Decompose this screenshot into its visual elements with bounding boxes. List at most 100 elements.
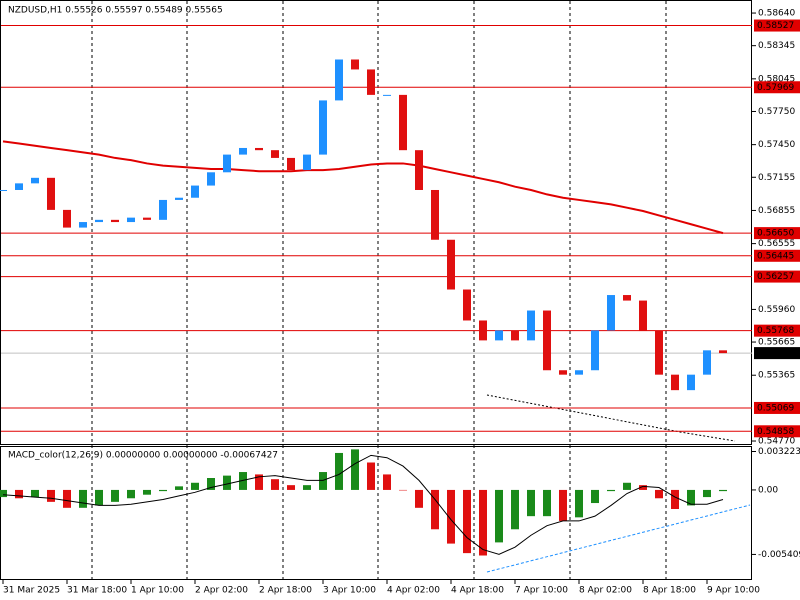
moving-average bbox=[2, 140, 724, 235]
candle bbox=[719, 350, 727, 354]
macd-bar bbox=[191, 482, 199, 490]
candle bbox=[399, 94, 407, 151]
x-tick-label: 2 Apr 02:00 bbox=[195, 586, 248, 596]
candle bbox=[575, 370, 583, 375]
macd-bar bbox=[495, 489, 503, 543]
x-tick-label: 31 Mar 2025 bbox=[3, 586, 60, 596]
macd-bar bbox=[63, 489, 71, 508]
candle bbox=[175, 197, 183, 200]
level-label-box bbox=[754, 19, 800, 32]
symbol-header: NZDUSD,H1 0.55526 0.55597 0.55489 0.5556… bbox=[8, 6, 223, 16]
y-tick-label: 0.58045 bbox=[758, 74, 795, 84]
macd-bar bbox=[447, 489, 455, 544]
trend-line bbox=[486, 394, 736, 442]
macd-bar bbox=[95, 489, 103, 506]
candle bbox=[79, 222, 87, 228]
x-tick-label: 1 Apr 10:00 bbox=[131, 586, 184, 596]
macd-header: MACD_color(12,26,9) 0.00000000 0.0000000… bbox=[8, 451, 278, 461]
candle bbox=[511, 330, 519, 341]
vertical-grid bbox=[91, 1, 667, 579]
candle bbox=[671, 374, 679, 391]
candle bbox=[303, 154, 311, 171]
macd-bar bbox=[527, 489, 535, 517]
candle bbox=[367, 69, 375, 95]
macd-bar bbox=[271, 479, 279, 490]
macd-bar bbox=[223, 475, 231, 490]
macd-bar bbox=[559, 489, 567, 521]
macd-bar bbox=[143, 489, 151, 495]
candle bbox=[271, 150, 279, 158]
macd-bar bbox=[255, 474, 263, 490]
macd-bar bbox=[31, 489, 39, 498]
x-tick-label: 8 Apr 18:00 bbox=[643, 586, 696, 596]
current-price-label: 0.55565 bbox=[757, 349, 794, 359]
candle bbox=[31, 177, 39, 184]
macd-bar bbox=[399, 489, 407, 491]
candle bbox=[479, 320, 487, 341]
candle bbox=[111, 219, 119, 223]
macd-bar bbox=[79, 489, 87, 508]
macd-bar bbox=[303, 485, 311, 490]
x-tick-label: 31 Mar 18:00 bbox=[67, 586, 127, 596]
level-label-box bbox=[754, 249, 800, 262]
macd-bar bbox=[319, 472, 327, 490]
macd-bar bbox=[367, 462, 375, 490]
macd-bar bbox=[15, 489, 23, 499]
candle bbox=[431, 189, 439, 240]
macd-bar bbox=[431, 489, 439, 530]
macd-bar bbox=[127, 489, 135, 499]
level-label: 0.55768 bbox=[757, 326, 794, 336]
y-tick-label: 0.57750 bbox=[758, 107, 795, 117]
x-tick-label: 4 Apr 18:00 bbox=[451, 586, 504, 596]
macd-bar bbox=[479, 489, 487, 556]
macd-bar bbox=[591, 489, 599, 504]
level-label: 0.55069 bbox=[757, 403, 794, 413]
macd-bar bbox=[511, 489, 519, 530]
macd-bar bbox=[671, 489, 679, 510]
level-label: 0.58527 bbox=[757, 21, 794, 31]
candle bbox=[607, 295, 615, 331]
candle bbox=[655, 330, 663, 375]
candle bbox=[47, 177, 55, 210]
candle bbox=[383, 94, 391, 96]
candle bbox=[63, 209, 71, 228]
macd-trend-line bbox=[486, 504, 751, 573]
macd-bar bbox=[719, 489, 727, 492]
level-label-box bbox=[754, 270, 800, 283]
macd-bar bbox=[0, 489, 7, 498]
candle bbox=[463, 289, 471, 321]
candle bbox=[223, 154, 231, 173]
level-label-box bbox=[754, 227, 800, 240]
main-panel bbox=[0, 0, 752, 445]
x-tick-label: 2 Apr 18:00 bbox=[259, 586, 312, 596]
x-tick-label: 3 Apr 10:00 bbox=[323, 586, 376, 596]
y-tick-label: 0.55365 bbox=[758, 371, 795, 381]
candle bbox=[95, 219, 103, 223]
candle bbox=[191, 185, 199, 198]
macd-y-tick-label: -0.00540908 bbox=[758, 550, 800, 560]
level-label: 0.56445 bbox=[757, 251, 794, 261]
macd-panel bbox=[0, 446, 752, 580]
macd-bar bbox=[463, 489, 471, 554]
macd-bar bbox=[287, 485, 295, 490]
macd-y-tick-label: 0.00 bbox=[758, 485, 778, 495]
level-label-box bbox=[754, 425, 800, 438]
candle bbox=[255, 147, 263, 151]
macd-bar bbox=[351, 449, 359, 490]
candle bbox=[15, 183, 23, 190]
level-label: 0.54858 bbox=[757, 427, 794, 437]
macd-bar bbox=[175, 486, 183, 490]
candle bbox=[239, 147, 247, 155]
level-label: 0.57969 bbox=[757, 83, 794, 93]
macd-bar bbox=[239, 472, 247, 490]
y-tick-label: 0.55960 bbox=[758, 305, 795, 315]
candle bbox=[559, 370, 567, 375]
macd-bar bbox=[159, 489, 167, 492]
y-tick-label: 0.54770 bbox=[758, 437, 795, 447]
x-tick-label: 9 Apr 10:00 bbox=[707, 586, 760, 596]
candle bbox=[207, 172, 215, 186]
candle bbox=[703, 350, 711, 375]
macd-bar bbox=[207, 478, 215, 490]
level-label-box bbox=[754, 401, 800, 414]
